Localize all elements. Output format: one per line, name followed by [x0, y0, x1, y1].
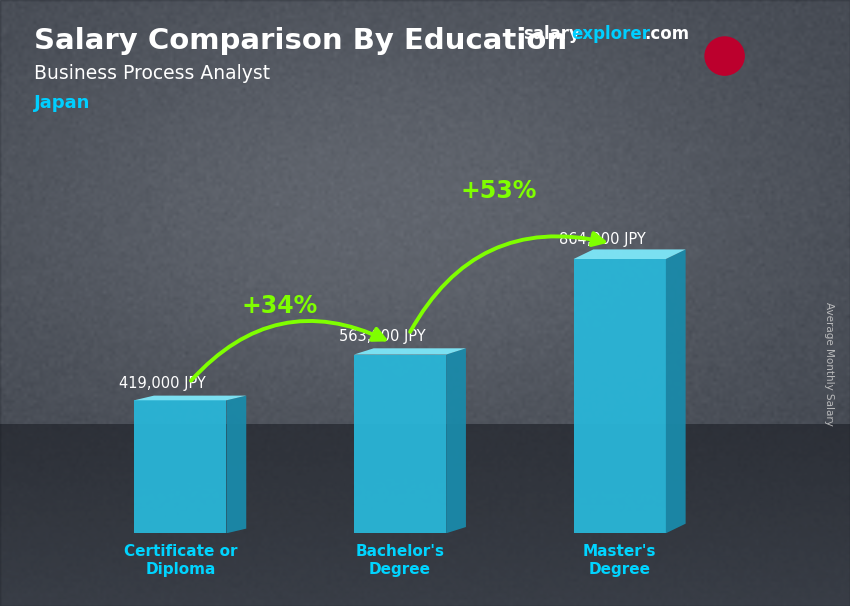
Text: Business Process Analyst: Business Process Analyst	[34, 64, 270, 82]
Polygon shape	[134, 401, 226, 533]
Polygon shape	[446, 348, 466, 533]
Polygon shape	[134, 396, 246, 401]
Text: Japan: Japan	[34, 94, 90, 112]
Text: 864,000 JPY: 864,000 JPY	[558, 233, 645, 247]
Text: Average Monthly Salary: Average Monthly Salary	[824, 302, 834, 425]
Text: Salary Comparison By Education: Salary Comparison By Education	[34, 27, 567, 55]
Text: 419,000 JPY: 419,000 JPY	[119, 376, 207, 391]
Polygon shape	[354, 355, 446, 533]
Text: +34%: +34%	[241, 294, 317, 318]
Text: 563,000 JPY: 563,000 JPY	[339, 329, 426, 344]
Text: +53%: +53%	[461, 179, 537, 204]
Text: .com: .com	[644, 25, 689, 44]
Polygon shape	[666, 250, 686, 533]
Polygon shape	[574, 250, 686, 259]
Polygon shape	[574, 259, 666, 533]
Polygon shape	[226, 396, 246, 533]
Text: salary: salary	[523, 25, 580, 44]
Polygon shape	[354, 348, 466, 355]
Text: explorer: explorer	[571, 25, 650, 44]
Circle shape	[705, 37, 744, 75]
